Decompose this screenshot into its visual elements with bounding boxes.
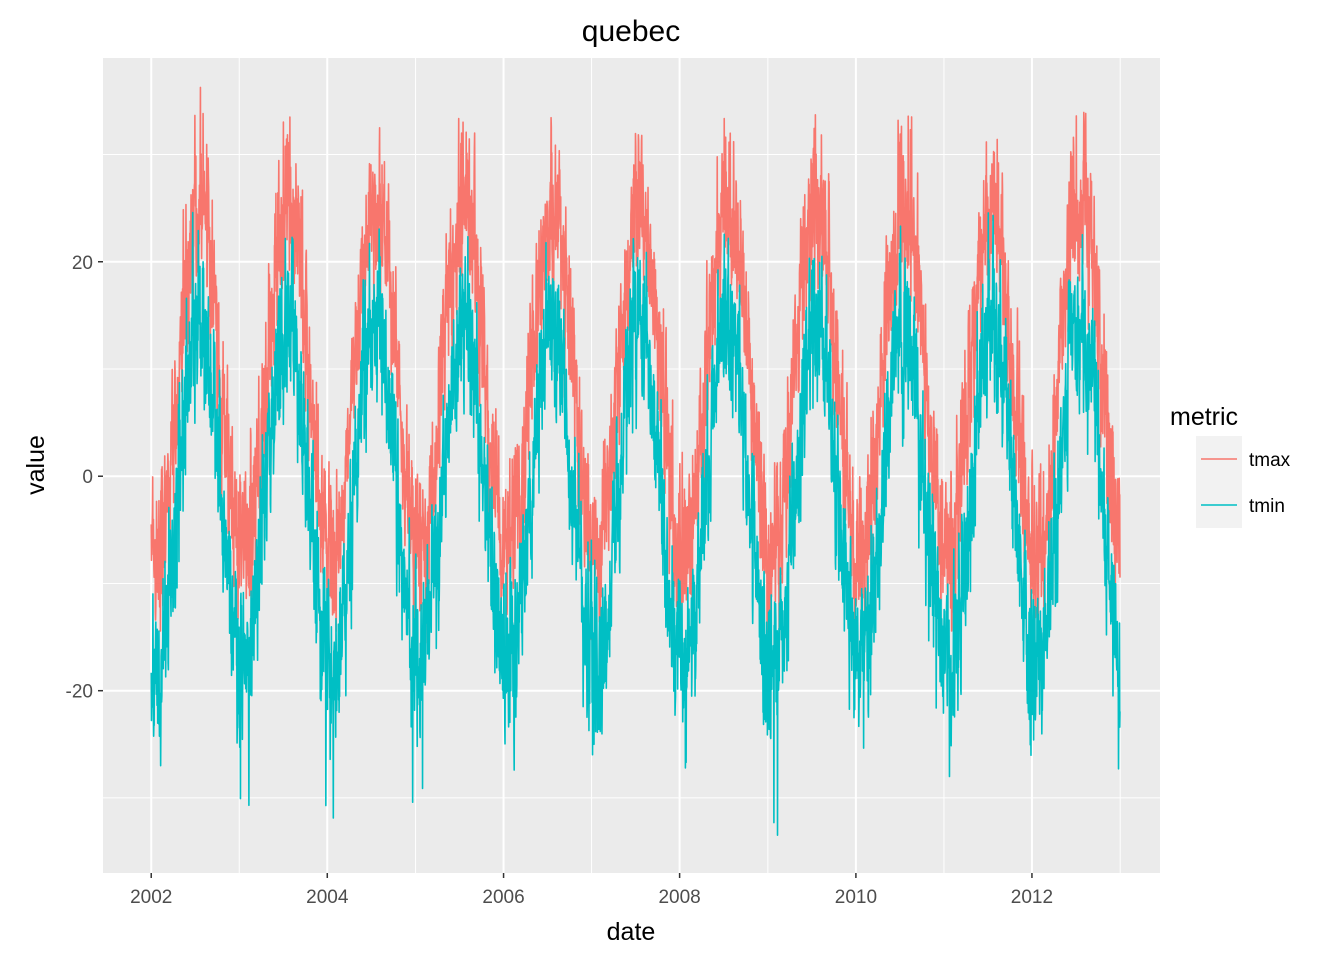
x-axis-title: date <box>607 918 656 946</box>
legend-label: tmin <box>1249 496 1285 517</box>
y-tick-label: 20 <box>72 253 93 274</box>
y-axis-title: value <box>22 435 50 495</box>
x-tick-label: 2002 <box>130 887 172 908</box>
x-axis: 2002 2004 2006 2008 2010 2012 <box>130 873 1053 908</box>
y-tick-label: 0 <box>82 467 93 488</box>
series-layer <box>150 86 1121 836</box>
chart-title: quebec <box>582 15 680 48</box>
legend-items: tmax tmin <box>1196 436 1291 528</box>
series-line-tmax <box>150 86 1121 651</box>
series-line-tmin <box>150 211 1121 836</box>
legend-title: metric <box>1170 403 1238 431</box>
y-axis: -20 0 20 <box>66 253 103 703</box>
legend: metric tmax tmin <box>1170 403 1291 528</box>
x-tick-label: 2004 <box>306 887 349 908</box>
x-tick-label: 2008 <box>658 887 700 908</box>
legend-label: tmax <box>1249 450 1291 471</box>
x-tick-label: 2012 <box>1011 887 1053 908</box>
x-tick-label: 2006 <box>482 887 524 908</box>
y-tick-label: -20 <box>66 682 93 703</box>
x-tick-label: 2010 <box>835 887 877 908</box>
